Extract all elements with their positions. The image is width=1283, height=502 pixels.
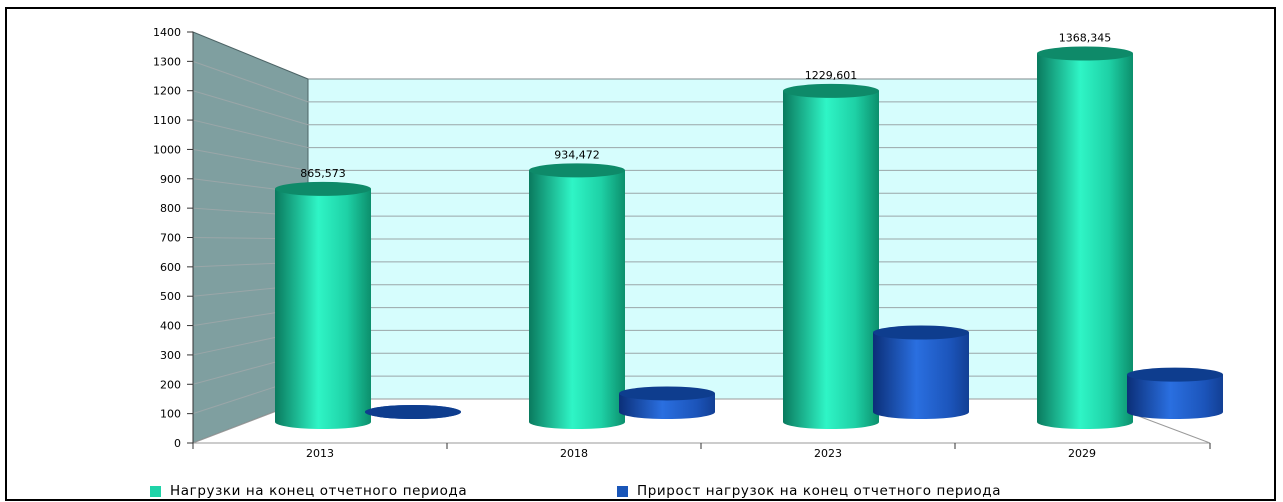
chart-frame — [5, 7, 1276, 501]
bar-body — [1037, 53, 1133, 430]
y-tick-label: 1200 — [153, 85, 181, 98]
bar-top — [1037, 46, 1133, 61]
x-tick-label: 2013 — [306, 447, 334, 460]
y-tick-label: 1300 — [153, 55, 181, 68]
bar-body — [1127, 374, 1223, 419]
bar-body — [275, 188, 371, 429]
bar-loads — [275, 181, 371, 429]
bar-loads — [783, 83, 879, 429]
bar-body — [529, 170, 625, 429]
data-label: 934,472 — [554, 148, 600, 161]
y-tick-label: 300 — [160, 349, 181, 362]
bar-top — [365, 405, 461, 419]
gridline-side — [192, 60, 309, 103]
y-tick-label: 200 — [160, 378, 181, 391]
gridline-side — [192, 119, 309, 149]
y-tick-label: 400 — [160, 320, 181, 333]
x-tick-label: 2023 — [814, 447, 842, 460]
bar-growth — [873, 325, 969, 419]
y-tick-label: 800 — [160, 202, 181, 215]
legend-item-growth: Прирост нагрузок на конец отчетного пери… — [617, 483, 1001, 499]
x-tick-label: 2029 — [1068, 447, 1096, 460]
bar-body — [873, 332, 969, 419]
y-tick-label: 700 — [160, 232, 181, 245]
y-tick-label: 100 — [160, 408, 181, 421]
bar-body — [619, 393, 715, 419]
bar-growth — [619, 386, 715, 419]
bar-loads — [529, 163, 625, 429]
bar-top — [275, 181, 371, 196]
bar-growth — [1127, 367, 1223, 419]
bar-growth — [365, 405, 461, 419]
legend-label-growth: Прирост нагрузок на конец отчетного пери… — [637, 483, 1002, 499]
gridline-side — [192, 90, 309, 126]
y-tick-label: 600 — [160, 261, 181, 274]
data-label: 1368,345 — [1059, 32, 1112, 45]
bar-top — [873, 325, 969, 340]
bar-body — [783, 90, 879, 429]
y-tick-label: 1100 — [153, 114, 181, 127]
y-tick-label: 1400 — [153, 26, 181, 39]
legend-item-loads: Нагрузки на конец отчетного периода — [150, 483, 467, 499]
x-tick-label: 2018 — [560, 447, 588, 460]
bar-loads — [1037, 46, 1133, 430]
bar-top — [529, 163, 625, 178]
data-label: 865,573 — [300, 167, 346, 180]
y-tick-label: 500 — [160, 290, 181, 303]
legend-swatch-growth — [617, 485, 628, 497]
bar-top — [783, 83, 879, 98]
gridline-side — [192, 148, 309, 171]
bar-top — [1127, 367, 1223, 382]
legend-swatch-loads — [150, 485, 161, 497]
bar-top — [619, 386, 715, 401]
legend-label-loads: Нагрузки на конец отчетного периода — [170, 483, 468, 499]
y-tick-label: 1000 — [153, 143, 181, 156]
y-tick-label: 900 — [160, 173, 181, 186]
y-tick-label: 0 — [174, 437, 181, 450]
data-label: 1229,601 — [805, 69, 858, 82]
